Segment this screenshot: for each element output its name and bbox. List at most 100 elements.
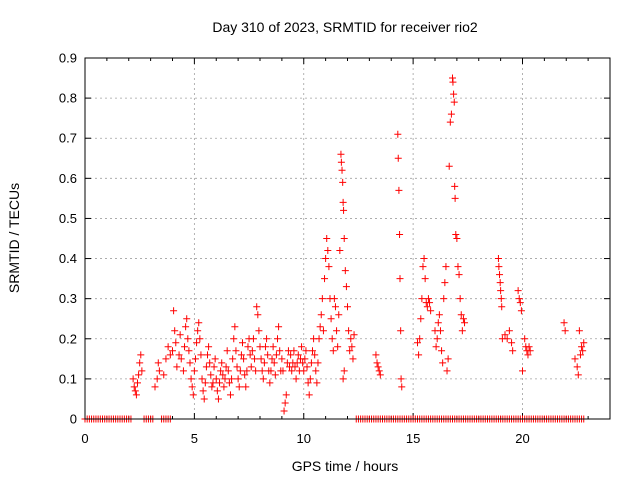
- data-point: [426, 299, 434, 307]
- data-point: [458, 327, 466, 335]
- data-point: [420, 255, 428, 263]
- data-point: [226, 391, 234, 399]
- y-tick-labels: 0 0.1 0.2 0.3 0.4 0.5 0.6 0.7 0.8 0.9: [59, 51, 77, 427]
- data-point: [521, 335, 529, 343]
- data-point: [315, 335, 323, 343]
- data-point: [288, 367, 296, 375]
- data-point: [208, 383, 216, 391]
- y-tick-label: 0.3: [59, 291, 77, 306]
- x-tick-label: 20: [515, 431, 529, 446]
- data-point: [441, 279, 449, 287]
- data-point: [268, 355, 276, 363]
- data-point: [216, 379, 224, 387]
- data-point: [264, 351, 272, 359]
- data-point: [314, 359, 322, 367]
- data-point: [132, 391, 140, 399]
- data-point: [202, 363, 210, 371]
- data-point: [456, 295, 464, 303]
- data-point: [279, 367, 287, 375]
- data-point: [339, 198, 347, 206]
- data-point: [260, 359, 268, 367]
- y-tick-label: 0.6: [59, 171, 77, 186]
- data-point: [248, 347, 256, 355]
- data-point: [195, 319, 203, 327]
- data-point: [224, 367, 232, 375]
- data-point: [498, 303, 506, 311]
- data-point: [241, 371, 249, 379]
- data-point: [169, 347, 176, 355]
- data-point: [338, 166, 346, 174]
- data-point: [439, 359, 447, 367]
- data-point: [214, 395, 222, 403]
- data-point: [508, 339, 516, 347]
- data-point: [374, 363, 382, 371]
- data-point: [336, 247, 344, 255]
- data-point: [440, 295, 448, 303]
- data-point: [337, 150, 345, 158]
- data-point: [246, 351, 254, 359]
- data-point: [346, 347, 354, 355]
- data-point: [340, 206, 348, 214]
- data-point: [341, 267, 349, 275]
- data-point: [176, 331, 184, 339]
- x-tick-label: 0: [81, 431, 88, 446]
- data-point: [337, 158, 345, 166]
- data-point: [233, 363, 241, 371]
- data-point: [303, 363, 311, 371]
- data-point: [200, 395, 208, 403]
- data-point: [503, 335, 511, 343]
- data-point: [525, 343, 533, 351]
- data-point: [278, 355, 286, 363]
- data-point: [252, 367, 260, 375]
- y-tick-label: 0.9: [59, 51, 77, 66]
- data-point: [457, 311, 465, 319]
- data-point: [131, 387, 139, 395]
- data-point: [270, 359, 278, 367]
- data-point: [305, 391, 313, 399]
- data-point: [394, 154, 402, 162]
- data-point: [398, 383, 406, 391]
- data-point: [287, 351, 295, 359]
- data-point: [451, 182, 459, 190]
- data-point: [307, 359, 315, 367]
- data-point: [138, 367, 146, 375]
- data-point: [275, 323, 283, 331]
- x-tick-label: 10: [297, 431, 311, 446]
- data-point: [434, 319, 442, 327]
- data-point: [451, 194, 459, 202]
- data-point: [258, 367, 266, 375]
- data-point: [350, 331, 358, 339]
- data-point: [331, 303, 339, 311]
- data-point: [442, 263, 450, 271]
- data-point: [211, 355, 219, 363]
- data-point: [298, 343, 306, 351]
- data-point: [328, 335, 336, 343]
- data-point: [452, 230, 460, 238]
- data-point: [136, 359, 144, 367]
- y-tick-label: 0.7: [59, 131, 77, 146]
- data-point: [272, 351, 280, 359]
- data-point: [231, 323, 239, 331]
- data-point: [206, 359, 214, 367]
- data-point: [394, 130, 402, 138]
- data-point: [501, 331, 509, 339]
- data-point: [313, 379, 321, 387]
- data-point: [515, 295, 523, 303]
- data-point: [201, 379, 209, 387]
- data-point: [579, 347, 587, 355]
- data-point: [155, 367, 163, 375]
- data-point: [205, 343, 213, 351]
- data-point: [347, 335, 355, 343]
- data-point: [160, 371, 168, 379]
- data-point: [495, 263, 503, 271]
- data-point: [318, 295, 326, 303]
- data-point: [450, 90, 458, 98]
- data-point: [324, 247, 332, 255]
- data-point: [571, 355, 579, 363]
- data-point: [282, 391, 290, 399]
- data-point: [249, 335, 257, 343]
- data-point: [294, 351, 302, 359]
- data-point: [342, 283, 350, 291]
- data-point: [309, 347, 316, 355]
